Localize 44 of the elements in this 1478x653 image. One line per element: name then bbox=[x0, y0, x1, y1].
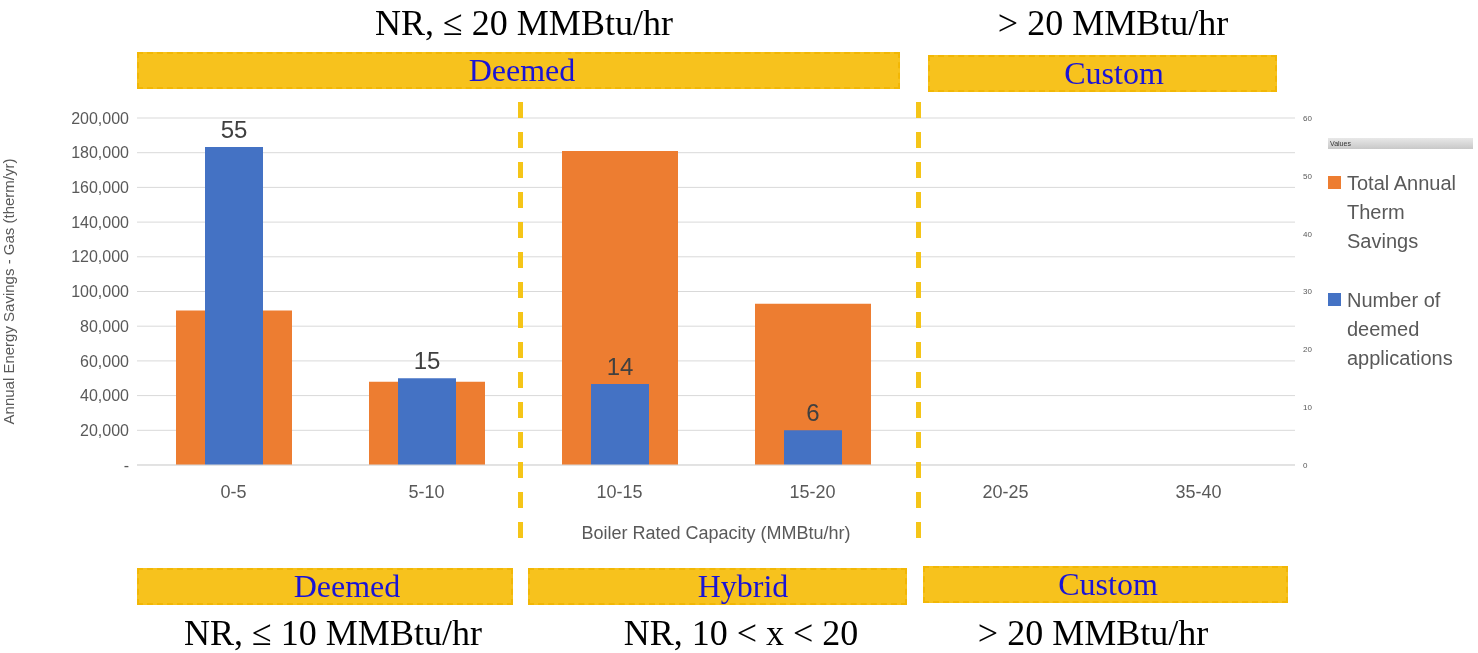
x-axis-title: Boiler Rated Capacity (MMBtu/hr) bbox=[581, 523, 851, 543]
data-label: 6 bbox=[806, 399, 820, 427]
text: NR, 10 < x < 20 bbox=[623, 613, 859, 653]
y-tick-label: 160,000 bbox=[71, 179, 130, 197]
y-tick-label: 120,000 bbox=[71, 248, 130, 266]
y-tick-label: 40,000 bbox=[80, 387, 130, 405]
x-tick-label: 0-5 bbox=[220, 481, 247, 502]
text: NR, ≤ 10 MMBtu/hr bbox=[184, 613, 482, 653]
text: Deemed bbox=[467, 52, 577, 89]
text: > 20 MMBtu/hr bbox=[996, 2, 1230, 44]
bar bbox=[784, 430, 842, 465]
y-tick-label: 80,000 bbox=[80, 317, 130, 335]
text: Deemed bbox=[292, 568, 402, 605]
y-tick-label: 200,000 bbox=[71, 109, 130, 127]
x-tick-label: 35-40 bbox=[1175, 481, 1222, 502]
text: Custom bbox=[1063, 55, 1165, 92]
x-tick-label: 5-10 bbox=[408, 481, 445, 502]
text: Custom bbox=[1057, 566, 1159, 603]
x-tick-label: 10-15 bbox=[596, 481, 643, 502]
y2-tick-label: 30 bbox=[1303, 287, 1313, 297]
y-tick-label: 180,000 bbox=[71, 144, 130, 162]
data-label: 55 bbox=[220, 115, 248, 143]
y-tick-label: 100,000 bbox=[71, 283, 130, 301]
y2-tick-label: 50 bbox=[1303, 171, 1313, 181]
y-tick-label: 20,000 bbox=[80, 421, 130, 439]
y-tick-label: 60,000 bbox=[80, 352, 130, 370]
data-label: 15 bbox=[413, 347, 441, 375]
y2-tick-label: 10 bbox=[1303, 403, 1313, 413]
y-axis-title: Annual Energy Savings - Gas (therm/yr) bbox=[0, 158, 18, 425]
y2-tick-label: 60 bbox=[1303, 113, 1313, 123]
text: Hybrid bbox=[696, 568, 790, 605]
legend-label: Total Annual Therm Savings bbox=[1347, 171, 1457, 254]
text: > 20 MMBtu/hr bbox=[977, 613, 1209, 653]
y-tick-label: 140,000 bbox=[71, 213, 130, 231]
text: NR, ≤ 20 MMBtu/hr bbox=[374, 2, 674, 44]
bar bbox=[591, 384, 649, 465]
data-label: 14 bbox=[606, 353, 634, 381]
y-tick-label: - bbox=[123, 456, 129, 474]
y2-tick-label: 40 bbox=[1303, 229, 1313, 239]
legend-label: Number of deemed applications bbox=[1347, 288, 1454, 371]
x-tick-label: 20-25 bbox=[982, 481, 1029, 502]
y2-tick-label: 0 bbox=[1303, 460, 1308, 470]
y2-tick-label: 20 bbox=[1303, 345, 1313, 355]
x-tick-label: 15-20 bbox=[789, 481, 836, 502]
